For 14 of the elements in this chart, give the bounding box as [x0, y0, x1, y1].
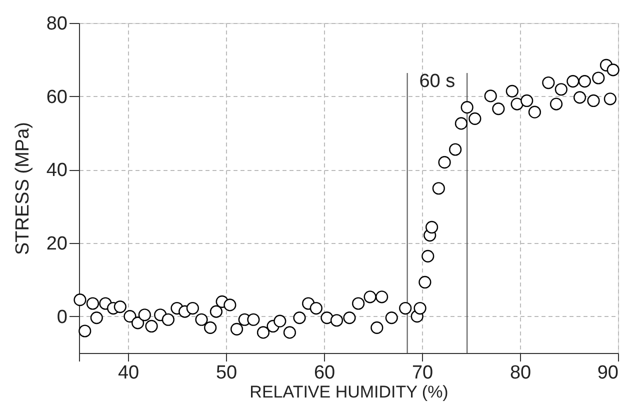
y-tick-label: 40 [46, 160, 68, 182]
x-tick-label: 90 [597, 362, 618, 384]
x-tick-label: 70 [412, 362, 434, 384]
x-tick-label: 40 [118, 362, 140, 384]
y-tick-label: 0 [56, 306, 68, 328]
x-tick-label: 60 [314, 362, 336, 384]
annotation: 60 s [419, 71, 456, 92]
y-tick-label: 80 [46, 14, 68, 34]
y-tick-label: 60 [46, 86, 68, 108]
x-tick-label: 50 [216, 362, 238, 384]
y-axis-title: STRESS (MPa) [12, 122, 34, 256]
y-tick-label: 20 [46, 234, 68, 254]
x-axis-title: RELATIVE HUMIDITY (%) [250, 382, 448, 402]
x-tick-label: 80 [510, 362, 532, 384]
